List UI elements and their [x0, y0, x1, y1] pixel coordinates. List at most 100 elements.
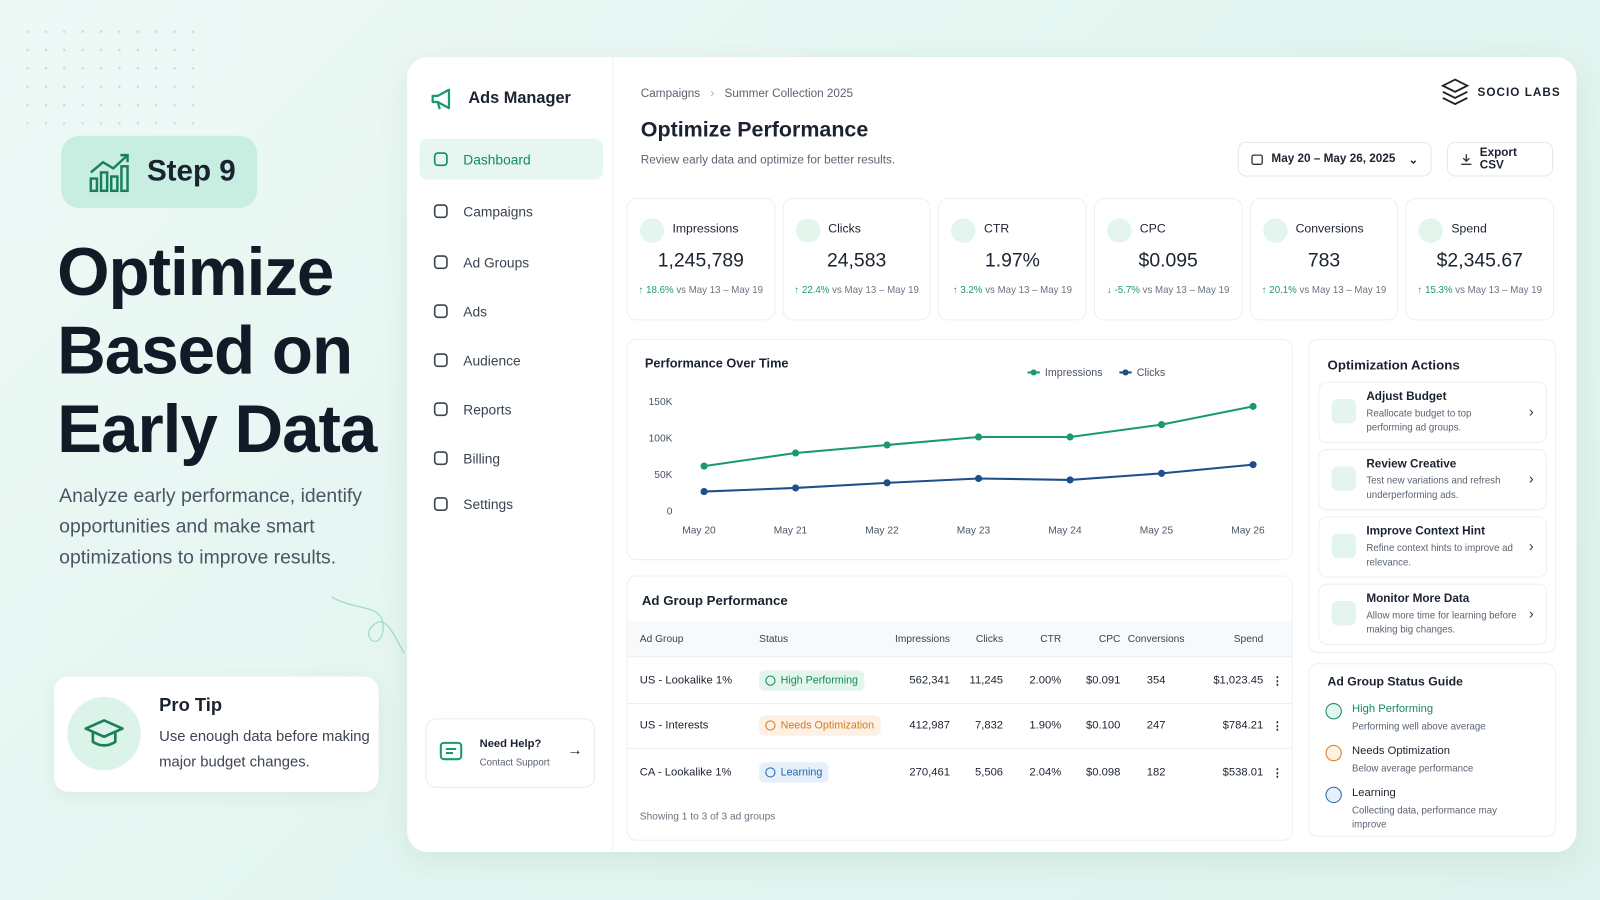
- table-row: CA - Lookalike 1% Learning 270,461 5,506 2.0…: [628, 750, 1292, 795]
- change-compare: vs May 13 – May 19: [1455, 284, 1543, 296]
- action-title: Adjust Budget: [1366, 390, 1447, 404]
- crumb[interactable]: Campaigns: [640, 87, 701, 100]
- nav-label: Billing: [463, 450, 501, 466]
- chart-title: Performance Over Time: [645, 355, 789, 370]
- metric-card: CTR 1.97% ↑ 3.2% vs May 13 – May 19: [938, 197, 1087, 321]
- nav-label: Ad Groups: [463, 254, 530, 270]
- action-item[interactable]: Monitor More Data Allow more time for lea…: [1318, 583, 1547, 645]
- x-tick-label: May 22: [865, 526, 899, 537]
- metric-change: ↑ 3.2% vs May 13 – May 19: [939, 285, 1086, 296]
- action-item[interactable]: Improve Context Hint Refine context hints…: [1318, 516, 1547, 578]
- action-icon: [1331, 398, 1357, 424]
- change-arrow: ↑: [1417, 284, 1426, 296]
- data-point: [792, 449, 800, 457]
- nav-item[interactable]: Settings: [419, 484, 603, 525]
- status-icon: [765, 767, 776, 778]
- metric-value: $0.095: [1138, 249, 1198, 272]
- ad-group-table: Ad Group Performance Ad Group Status Impre…: [626, 575, 1293, 841]
- action-item[interactable]: Review Creative Test new variations and r…: [1318, 448, 1547, 511]
- data-point: [700, 462, 708, 470]
- nav-icon: [433, 304, 448, 319]
- metric-change: ↑ 15.3% vs May 13 – May 19: [1406, 285, 1553, 296]
- action-arrow: ›: [1528, 605, 1534, 622]
- nav-item[interactable]: Dashboard: [419, 138, 604, 180]
- status-label: Learning: [780, 766, 823, 779]
- table-cell: $0.098: [1086, 766, 1121, 779]
- action-text: Test new variations and refresh underper…: [1366, 475, 1501, 502]
- page-subtitle: Review early data and optimize for bette…: [640, 154, 896, 167]
- nav-icon: [433, 255, 448, 270]
- table-cell: 1.90%: [1029, 719, 1062, 732]
- nav-label: Reports: [463, 401, 512, 417]
- help-arrow: →: [567, 741, 583, 760]
- export-button[interactable]: Export CSV: [1446, 141, 1554, 177]
- line-chart: Performance Over Time 0 50K 100K 150K May 20 M…: [645, 355, 1265, 537]
- change-compare: vs May 13 – May 19: [985, 284, 1072, 296]
- row-menu[interactable]: ⋮: [1271, 766, 1284, 780]
- metric-label: CTR: [984, 221, 1010, 236]
- table-cell: $0.100: [1086, 719, 1121, 732]
- table-cell: $1,023.45: [1213, 674, 1264, 687]
- action-title: Improve Context Hint: [1366, 525, 1485, 538]
- table-cell: $784.21: [1222, 719, 1264, 732]
- growth-icon: [89, 153, 129, 192]
- export-label: Export CSV: [1479, 146, 1517, 172]
- pro-tip: Pro Tip Use enough data before making ma…: [54, 676, 379, 792]
- guide-title: Ad Group Status Guide: [1327, 674, 1463, 689]
- action-icon: [1331, 601, 1357, 626]
- table-cell: 247: [1146, 719, 1166, 732]
- metric-value: $2,345.67: [1436, 249, 1523, 272]
- column-header: Status: [759, 633, 789, 645]
- nav-item[interactable]: Audience: [419, 340, 603, 381]
- nav-icon: [433, 204, 448, 219]
- legend-label: Clicks: [1137, 367, 1166, 379]
- guide-text: Collecting data, performance may improve: [1352, 805, 1497, 831]
- table-cell: 11,245: [969, 674, 1004, 687]
- metric-icon: [1107, 218, 1132, 243]
- metric-label: Conversions: [1295, 221, 1364, 236]
- metric-change: ↑ 18.6% vs May 13 – May 19: [628, 285, 775, 296]
- guide-text: Below average performance: [1352, 763, 1474, 775]
- table-row: US - Lookalike 1% High Performing 562,341 1…: [627, 658, 1292, 705]
- change-value: -5.7%: [1114, 284, 1140, 296]
- nav-label: Campaigns: [463, 203, 533, 219]
- nav-icon: [433, 451, 448, 466]
- change-value: 3.2%: [960, 284, 983, 296]
- change-compare: vs May 13 – May 19: [676, 284, 764, 296]
- action-title: Review Creative: [1366, 458, 1457, 471]
- status-badge: Learning: [759, 762, 829, 783]
- help-card[interactable]: Need Help? Contact Support →: [425, 718, 595, 788]
- guide-icon: [1325, 703, 1342, 720]
- nav-item[interactable]: Reports: [419, 389, 603, 430]
- table-cell: 5,506: [974, 766, 1004, 779]
- y-tick-label: 0: [667, 506, 673, 517]
- table-cell: 270,461: [909, 766, 950, 779]
- table-cell: $0.091: [1086, 674, 1121, 687]
- metric-value: 1.97%: [984, 249, 1040, 272]
- status-guide: Ad Group Status Guide High Performing Per…: [1308, 663, 1557, 837]
- row-menu[interactable]: ⋮: [1271, 719, 1284, 733]
- metric-label: CPC: [1139, 221, 1166, 236]
- change-arrow: ↑: [952, 284, 961, 296]
- legend-dot: [1122, 369, 1129, 376]
- nav-item[interactable]: Ads: [419, 291, 603, 332]
- chart-card: Performance Over Time 0 50K 100K 150K May 20 M…: [626, 338, 1293, 561]
- change-value: 20.1%: [1269, 284, 1297, 296]
- row-menu[interactable]: ⋮: [1271, 674, 1284, 688]
- date-picker[interactable]: May 20 – May 26, 2025 ⌄: [1237, 141, 1432, 177]
- metric-value: 24,583: [826, 249, 887, 272]
- nav-label: Dashboard: [463, 151, 531, 167]
- guide-title: Learning: [1352, 786, 1396, 799]
- y-tick-label: 150K: [649, 397, 673, 408]
- column-header: Conversions: [1127, 633, 1185, 645]
- nav-item[interactable]: Billing: [419, 438, 603, 479]
- metric-icon: [795, 218, 821, 243]
- metric-cards: Impressions 1,245,789 ↑ 18.6% vs May 13 – …: [626, 197, 1555, 321]
- nav-item[interactable]: Ad Groups: [419, 242, 603, 283]
- nav-item[interactable]: Campaigns: [419, 191, 603, 232]
- data-point: [883, 441, 891, 449]
- action-item[interactable]: Adjust Budget Reallocate budget to top pe…: [1318, 381, 1547, 443]
- table-cell: 562,341: [909, 674, 950, 687]
